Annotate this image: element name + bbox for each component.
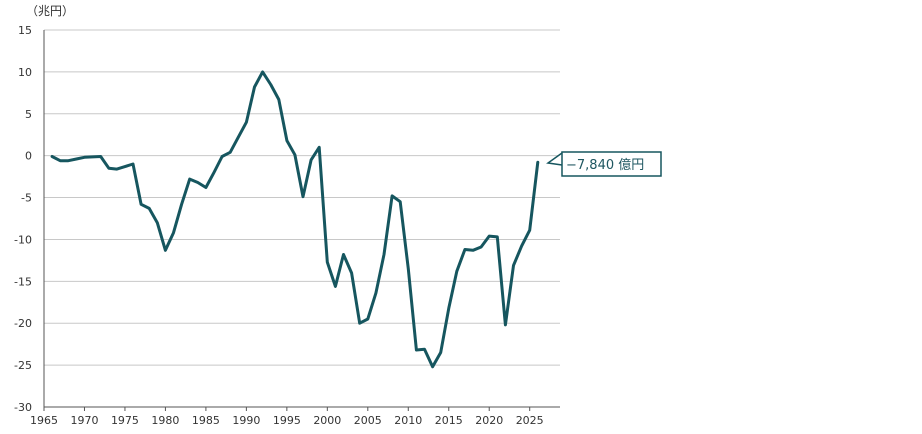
callout-pointer (546, 152, 563, 166)
y-tick-label: -15 (14, 275, 32, 288)
y-tick-label: -25 (14, 359, 32, 372)
x-tick-label: 2020 (475, 414, 503, 427)
x-tick-label: 2025 (516, 414, 544, 427)
x-axis: 1965 1970 1975 1980 1985 1990 1995 2000 2005 2010… (30, 30, 544, 427)
x-tick-label: 1985 (192, 414, 220, 427)
callout-box (561, 151, 662, 177)
x-tick-label: 1995 (273, 414, 301, 427)
y-tick-label: 5 (25, 108, 32, 121)
x-tick-label: 1970 (70, 414, 98, 427)
x-tick-label: 1975 (111, 414, 139, 427)
series-group (50, 70, 540, 369)
y-axis-tick-labels: 15 10 5 0 -5 -10 -15 -20 -25 -30 (14, 24, 32, 414)
series-line (50, 70, 540, 369)
gridlines (44, 29, 560, 408)
y-tick-label: 10 (18, 66, 32, 79)
x-tick-label: 1990 (232, 414, 260, 427)
y-tick-label: -5 (21, 192, 32, 205)
y-tick-label: 15 (18, 24, 32, 37)
x-tick-label: 2000 (313, 414, 341, 427)
x-tick-label: 2010 (394, 414, 422, 427)
y-axis-unit-label: （兆円） (26, 4, 74, 18)
callout-label: −7,840 億円 (566, 157, 644, 173)
y-tick-label: -10 (14, 233, 32, 246)
x-tick-label: 2005 (354, 414, 382, 427)
x-tick-label: 2015 (435, 414, 463, 427)
x-tick-label: 1980 (151, 414, 179, 427)
x-tick-label: 1965 (30, 414, 58, 427)
y-tick-label: -30 (14, 401, 32, 414)
value-callout: −7,840 億円 (546, 151, 662, 177)
y-tick-label: -20 (14, 317, 32, 330)
y-tick-label: 0 (25, 150, 32, 163)
